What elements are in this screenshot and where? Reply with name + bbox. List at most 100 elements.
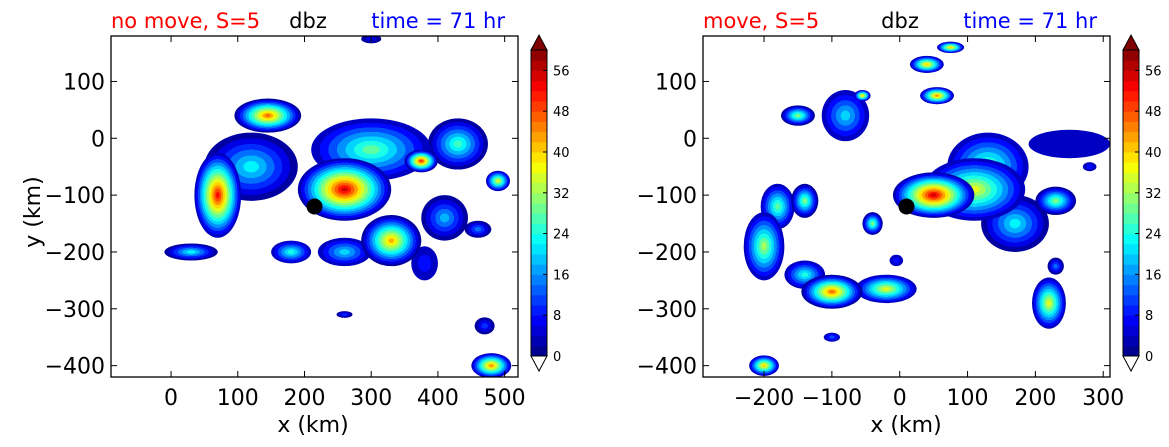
colorbar-tick-label: 40 xyxy=(1145,146,1162,161)
colorbar-segment xyxy=(1123,274,1139,286)
echo-cell xyxy=(464,220,492,238)
colorbar-segment xyxy=(1123,90,1139,102)
left-contour-field xyxy=(164,36,512,377)
echo-cell xyxy=(411,246,438,281)
colorbar-segment xyxy=(531,152,547,163)
right-x-axis-label: x (km) xyxy=(870,413,941,438)
left-axes-frame xyxy=(110,35,519,378)
echo-cell xyxy=(336,311,353,318)
x-tick-label: 200 xyxy=(1014,386,1056,411)
colorbar-segment xyxy=(1123,223,1139,235)
colorbar-segment xyxy=(531,223,547,235)
colorbar-segment xyxy=(1123,141,1139,153)
colorbar-segment xyxy=(531,101,547,112)
echo-cell xyxy=(361,215,422,267)
colorbar-tick-label: 16 xyxy=(1145,268,1162,283)
right-panel: −200 −100 0 100 200 300 100 0 −100 −200 −300 −400 m… xyxy=(637,9,1162,438)
echo-cell xyxy=(1047,257,1064,275)
colorbar-segment xyxy=(1123,50,1139,61)
y-tick-label: 0 xyxy=(91,127,105,152)
colorbar-tick-label: 16 xyxy=(553,268,570,283)
colorbar-segment xyxy=(1123,345,1139,357)
echo-cell xyxy=(743,212,785,281)
left-title-right: time = 71 hr xyxy=(371,9,505,33)
colorbar-segment xyxy=(1123,60,1139,71)
colorbar-segment xyxy=(531,162,547,173)
right-axes-frame xyxy=(702,35,1111,378)
echo-cell xyxy=(749,355,779,376)
x-tick-label: 0 xyxy=(893,386,907,411)
colorbar-segment xyxy=(1123,121,1139,133)
colorbar-extend-min xyxy=(530,355,548,373)
left-title-left: no move, S=5 xyxy=(111,9,260,33)
colorbar-segment xyxy=(1123,264,1139,275)
colorbar-segment xyxy=(531,203,547,214)
colorbar-segment xyxy=(1123,294,1139,306)
colorbar-tick-label: 0 xyxy=(1145,350,1153,365)
echo-cell xyxy=(471,353,512,377)
right-colorbar: 0 8 16 24 32 40 48 56 xyxy=(1122,33,1162,373)
echo-cell xyxy=(889,254,904,267)
colorbar-segment xyxy=(1123,70,1139,82)
colorbar-frame xyxy=(530,49,548,357)
right-title-center: dbz xyxy=(881,9,919,33)
y-tick-label: −200 xyxy=(637,241,697,266)
colorbar-segment xyxy=(531,335,547,347)
colorbar-segment xyxy=(1123,192,1139,204)
echo-cell xyxy=(317,237,372,267)
echo-cell xyxy=(194,152,242,238)
colorbar-segment xyxy=(531,345,547,357)
colorbar-segment xyxy=(1123,325,1139,337)
colorbar-tick-label: 24 xyxy=(553,228,570,243)
colorbar-tick-label: 24 xyxy=(1145,228,1162,243)
colorbar-tick-label: 32 xyxy=(553,187,570,202)
y-tick-label: −400 xyxy=(45,355,105,380)
echo-cell xyxy=(937,41,965,54)
colorbar-segment xyxy=(1123,315,1139,326)
colorbar-tick-label: 40 xyxy=(553,146,570,161)
right-center-marker xyxy=(898,198,915,215)
x-tick-label: 0 xyxy=(164,386,178,411)
echo-cell xyxy=(862,212,883,235)
colorbar-segment xyxy=(531,60,547,71)
echo-cell xyxy=(821,89,870,142)
colorbar-segment xyxy=(531,192,547,204)
echo-cell xyxy=(823,332,841,342)
echo-cell xyxy=(801,274,863,309)
y-tick-label: −100 xyxy=(637,184,697,209)
y-tick-label: 0 xyxy=(683,127,697,152)
colorbar-segment xyxy=(531,284,547,296)
colorbar-segment xyxy=(531,254,547,265)
colorbar-segment xyxy=(1123,152,1139,163)
colorbar-extend-max xyxy=(1122,33,1140,51)
colorbar-segment xyxy=(531,111,547,122)
left-x-axis-label: x (km) xyxy=(277,413,348,438)
colorbar-segment xyxy=(1123,111,1139,122)
y-tick-label: −100 xyxy=(45,184,105,209)
colorbar-segment xyxy=(531,274,547,286)
colorbar-tick-label: 48 xyxy=(553,105,570,120)
colorbar-segment xyxy=(531,90,547,102)
echo-cell xyxy=(234,98,302,133)
y-tick-label: −200 xyxy=(45,241,105,266)
left-colorbar: 0 8 16 24 32 40 48 56 xyxy=(530,33,570,373)
colorbar-segment xyxy=(531,182,547,194)
colorbar-segment xyxy=(1123,305,1139,316)
left-ticks: 0 100 200 300 400 500 100 0 −100 −200 −300 −400 xyxy=(45,36,526,411)
colorbar-segment xyxy=(531,121,547,133)
x-tick-label: 300 xyxy=(1082,386,1124,411)
y-tick-label: −300 xyxy=(45,298,105,323)
echo-cell xyxy=(920,87,954,105)
colorbar-segment xyxy=(1123,203,1139,214)
right-ticks: −200 −100 0 100 200 300 100 0 −100 −200 −300 −400 xyxy=(637,36,1124,411)
colorbar-tick-label: 56 xyxy=(1145,64,1162,79)
colorbar-segment xyxy=(531,243,547,255)
echo-cell xyxy=(854,89,871,102)
colorbar-segment xyxy=(531,131,547,143)
left-title-center: dbz xyxy=(289,9,327,33)
right-title-left: move, S=5 xyxy=(703,9,819,33)
colorbar-segment xyxy=(531,50,547,61)
echo-cell xyxy=(421,195,468,241)
echo-cell xyxy=(164,243,218,261)
